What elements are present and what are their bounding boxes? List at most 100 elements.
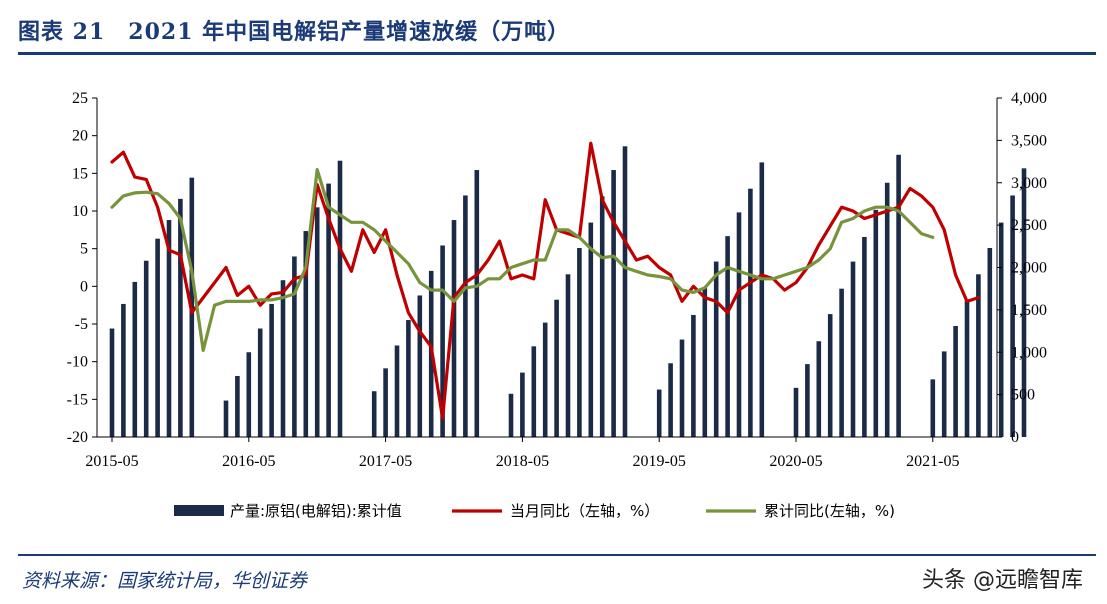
- cumulative-yoy-line: [110, 168, 935, 352]
- left-tick-label: 20: [72, 128, 88, 145]
- bar: [611, 170, 616, 437]
- bar: [406, 320, 411, 437]
- bar: [987, 248, 993, 437]
- bar: [759, 162, 765, 437]
- left-tick-label: 15: [72, 165, 88, 182]
- watermark: 头条 @远瞻智库: [922, 568, 1083, 593]
- bar: [691, 314, 696, 437]
- bar: [554, 299, 559, 437]
- bar: [520, 372, 525, 437]
- legend-label-cumulative: 累计同比(左轴，%): [764, 502, 895, 520]
- footer-rule: [18, 554, 1096, 556]
- legend-label-bar: 产量:原铝(电解铝):累计值: [230, 502, 402, 520]
- axes: 25 20 15 10 5 0 -5 -10 -15 -20 4,000 3,500 3,000 2,50…: [67, 90, 1047, 470]
- bar: [508, 393, 514, 437]
- x-tick-label: 2016-05: [222, 453, 275, 470]
- bar: [1021, 168, 1027, 437]
- bar: [223, 400, 229, 437]
- bar: [736, 212, 742, 437]
- bar-series: [109, 146, 1027, 438]
- x-tick-label: 2020-05: [769, 453, 822, 470]
- bar: [326, 183, 331, 437]
- bar: [839, 288, 844, 437]
- bar: [565, 274, 571, 437]
- title-rule: [18, 52, 1096, 55]
- bar: [964, 300, 970, 437]
- source-note: 资料来源：国家统计局，华创证券: [22, 570, 308, 592]
- bar: [862, 236, 867, 437]
- line-series: [110, 141, 981, 420]
- bar: [303, 231, 309, 437]
- bar: [143, 260, 149, 437]
- x-tick-label: 2015-05: [85, 453, 138, 470]
- bar: [337, 160, 343, 437]
- bar: [713, 261, 719, 437]
- bar: [656, 389, 662, 437]
- bar: [941, 351, 947, 437]
- bar: [155, 238, 160, 437]
- bar: [178, 198, 183, 437]
- bar: [121, 303, 126, 437]
- x-tick-label: 2017-05: [359, 453, 412, 470]
- right-tick-label: 2,000: [1011, 260, 1047, 277]
- legend-label-monthly: 当月同比（左轴，%）: [510, 502, 659, 520]
- left-tick-label: 5: [80, 241, 88, 258]
- bar: [816, 341, 822, 437]
- bar: [748, 188, 753, 437]
- bar: [884, 182, 890, 437]
- bar: [463, 195, 468, 437]
- bar: [314, 207, 320, 437]
- left-tick-label: -15: [67, 391, 88, 408]
- bar: [577, 248, 582, 437]
- bar: [976, 274, 981, 437]
- right-tick-label: 500: [1011, 387, 1035, 404]
- bar: [1010, 195, 1015, 437]
- bar: [827, 314, 833, 437]
- bar: [257, 328, 263, 437]
- bar: [451, 220, 457, 437]
- bar: [383, 368, 388, 437]
- x-tick-label: 2018-05: [496, 453, 549, 470]
- right-tick-label: 2,500: [1011, 217, 1047, 234]
- bar: [269, 303, 274, 437]
- left-tick-label: -20: [67, 429, 88, 446]
- bar: [109, 328, 115, 437]
- right-tick-label: 1,000: [1011, 344, 1047, 361]
- left-tick-label: -5: [75, 316, 88, 333]
- right-tick-label: 3,500: [1011, 132, 1047, 149]
- bar: [668, 363, 673, 437]
- bar: [292, 256, 297, 437]
- bar: [440, 245, 445, 437]
- bar: [394, 345, 400, 437]
- bar: [896, 154, 901, 437]
- x-tick-label: 2019-05: [633, 453, 686, 470]
- right-tick-label: 4,000: [1011, 90, 1047, 107]
- bar: [371, 391, 377, 437]
- bar: [850, 261, 856, 437]
- left-tick-label: 25: [72, 90, 88, 107]
- bar: [474, 170, 480, 437]
- bar: [805, 364, 810, 437]
- bar: [953, 325, 958, 437]
- bar: [280, 280, 286, 437]
- bar: [235, 375, 240, 437]
- bar: [246, 352, 252, 437]
- x-tick-label: 2021-05: [906, 453, 959, 470]
- bar: [417, 295, 423, 437]
- bar: [793, 387, 799, 437]
- right-tick-label: 3,000: [1011, 175, 1047, 192]
- legend: 产量:原铝(电解铝):累计值 当月同比（左轴，%） 累计同比(左轴，%): [174, 502, 895, 520]
- bar: [873, 209, 879, 437]
- bar: [542, 322, 548, 437]
- left-tick-label: 0: [80, 278, 88, 295]
- bar: [622, 146, 628, 437]
- bar: [679, 339, 685, 437]
- bar: [930, 379, 936, 437]
- left-tick-label: 10: [72, 203, 88, 220]
- bar: [531, 346, 537, 437]
- legend-swatch-bar: [174, 505, 224, 516]
- bar: [588, 222, 594, 437]
- bar: [599, 196, 605, 437]
- right-tick-label: 1,500: [1011, 302, 1047, 319]
